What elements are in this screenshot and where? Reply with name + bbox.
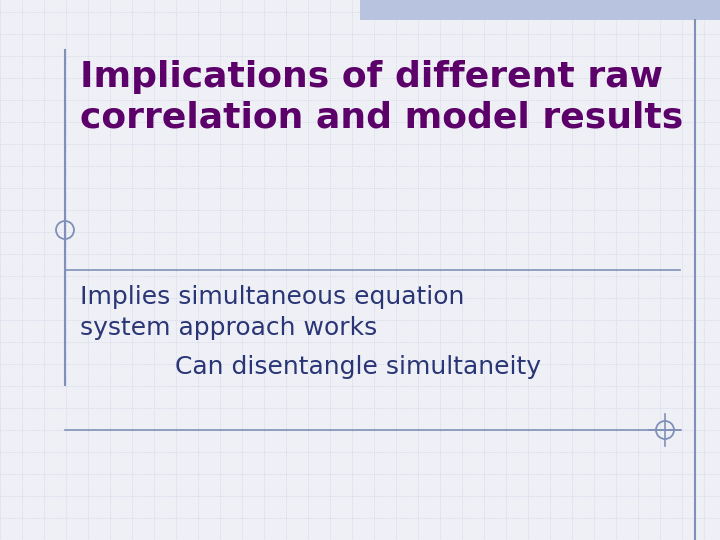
Text: Implies simultaneous equation
system approach works: Implies simultaneous equation system app…: [80, 285, 464, 340]
Text: Implications of different raw
correlation and model results: Implications of different raw correlatio…: [80, 60, 683, 135]
Text: Can disentangle simultaneity: Can disentangle simultaneity: [175, 355, 541, 379]
Bar: [360, 0, 720, 20]
